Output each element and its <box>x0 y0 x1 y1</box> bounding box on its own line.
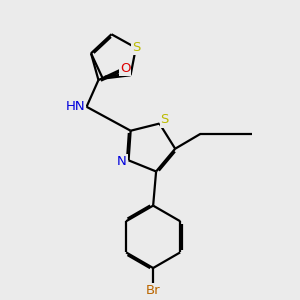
Text: N: N <box>117 155 127 168</box>
Text: HN: HN <box>65 100 85 113</box>
Text: O: O <box>120 62 130 75</box>
Text: Br: Br <box>146 284 160 297</box>
Text: S: S <box>132 41 140 54</box>
Text: S: S <box>160 113 169 127</box>
